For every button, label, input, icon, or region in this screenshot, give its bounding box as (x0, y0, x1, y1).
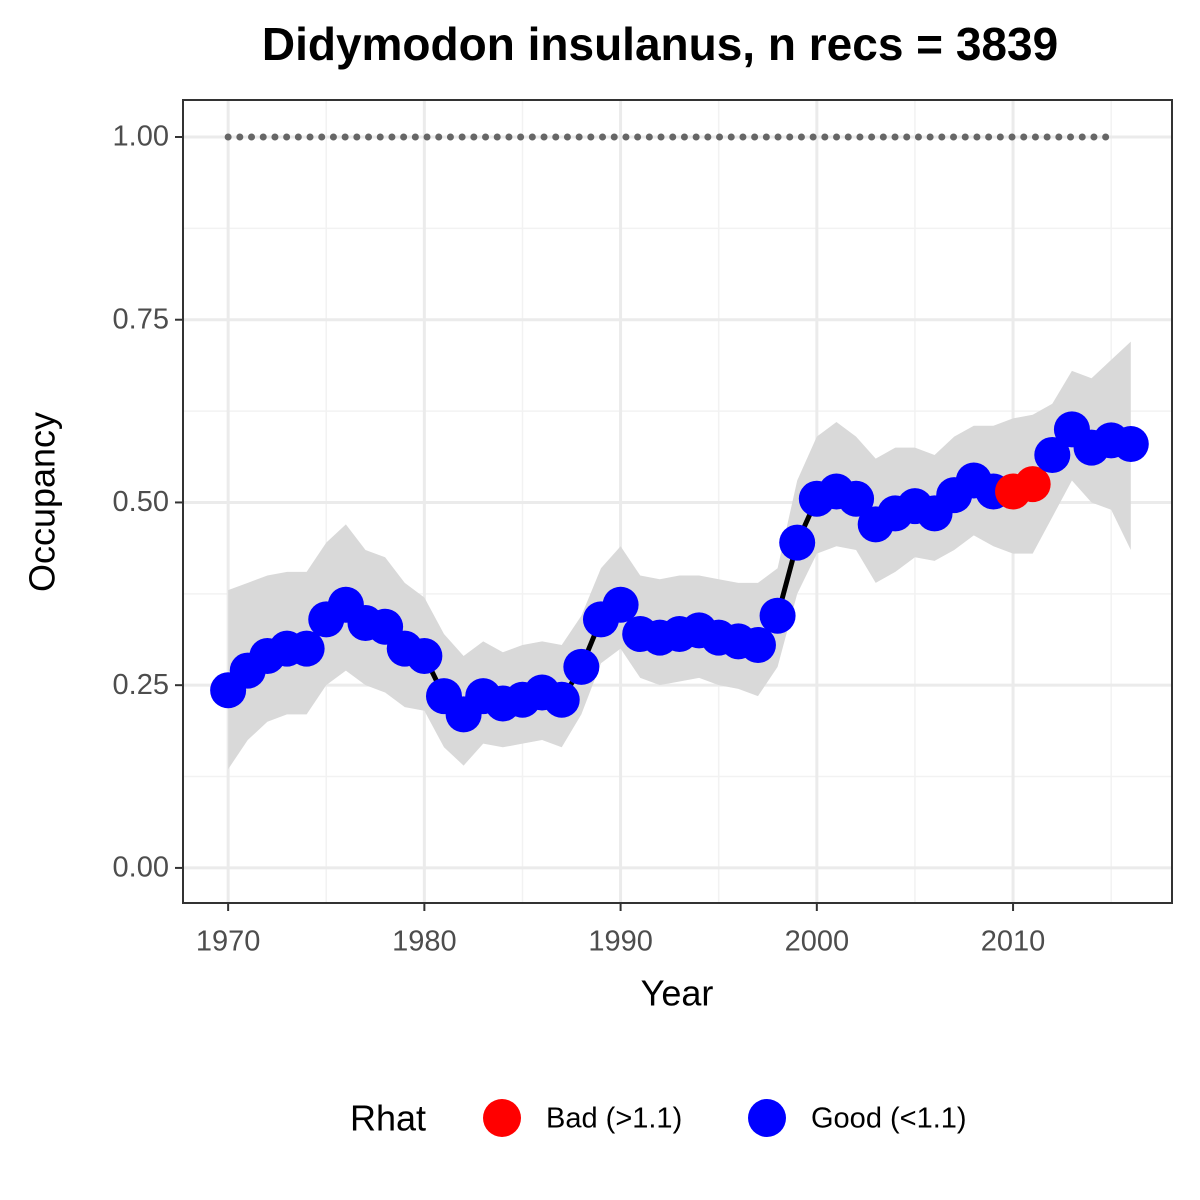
x-axis-label: Year (641, 973, 714, 1014)
legend-label: Good (<1.1) (811, 1103, 967, 1135)
data-point (406, 637, 443, 674)
y-tick-label: 0.00 (113, 852, 169, 884)
data-point (739, 626, 776, 663)
x-tick-label: 2000 (785, 926, 850, 958)
legend-symbol (483, 1099, 521, 1137)
data-point (838, 480, 875, 517)
legend-title: Rhat (350, 1098, 426, 1139)
data-point (602, 586, 639, 623)
data-point (779, 524, 816, 561)
chart-title: Didymodon insulanus, n recs = 3839 (262, 18, 1058, 70)
data-point (563, 648, 600, 685)
data-point (1034, 436, 1071, 473)
plot-border (182, 99, 1173, 904)
x-tick-label: 2010 (981, 926, 1046, 958)
confidence-ribbon (228, 341, 1131, 770)
data-point (1014, 466, 1051, 503)
legend-label: Bad (>1.1) (546, 1103, 682, 1135)
y-tick-label: 0.75 (113, 303, 169, 335)
y-axis-label: Occupancy (22, 412, 63, 592)
legend-symbol (748, 1099, 786, 1137)
x-tick-label: 1980 (392, 926, 457, 958)
y-tick-label: 0.50 (113, 486, 169, 518)
data-point (1112, 425, 1149, 462)
y-tick-label: 0.25 (113, 669, 169, 701)
y-tick-label: 1.00 (113, 121, 169, 153)
data-point (543, 681, 580, 718)
data-point (759, 597, 796, 634)
data-point (288, 630, 325, 667)
x-tick-label: 1970 (196, 926, 261, 958)
x-tick-label: 1990 (588, 926, 653, 958)
